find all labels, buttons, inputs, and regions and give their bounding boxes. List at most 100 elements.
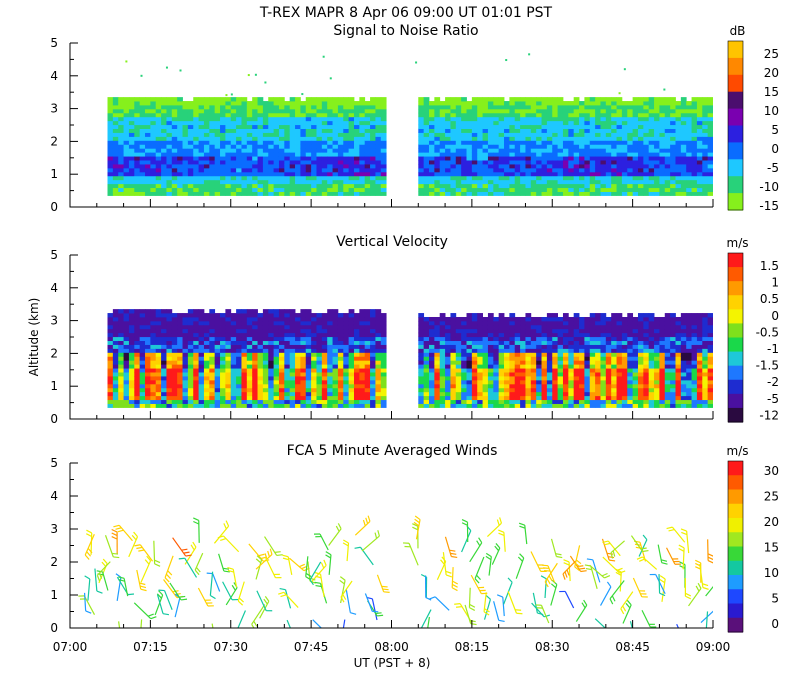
snr-cell (134, 179, 141, 185)
vv-cell (209, 383, 216, 389)
vv-cell (241, 364, 248, 369)
snr-cell (284, 120, 291, 126)
vv-cell (605, 387, 612, 393)
vv-cell (418, 387, 425, 393)
snr-cell (187, 191, 194, 196)
snr-cell (611, 116, 617, 122)
vv-cell (284, 395, 291, 401)
snr-cell (659, 183, 666, 189)
vv-cell (648, 379, 655, 385)
snr-cell (128, 97, 135, 102)
snr-cell (305, 140, 312, 145)
snr-cell (461, 175, 467, 181)
vv-cell (241, 399, 248, 404)
snr-cell (595, 191, 601, 196)
snr-cell (466, 156, 473, 161)
snr-cell (359, 152, 366, 157)
snr-cell (686, 183, 692, 189)
snr-cell (166, 183, 173, 189)
snr-cell (498, 136, 505, 141)
snr-cell (418, 187, 425, 192)
vv-cell (220, 395, 226, 401)
snr-cell (230, 101, 237, 106)
vv-cell (161, 324, 167, 330)
vv-cell (557, 320, 564, 326)
snr-cell (327, 136, 333, 141)
snr-cell (257, 136, 264, 141)
snr-cell (702, 187, 709, 192)
snr-cell (123, 171, 130, 177)
snr-cell (632, 97, 639, 102)
vv-cell (214, 383, 221, 389)
snr-cell (155, 104, 162, 110)
vv-cell (337, 344, 344, 349)
snr-cell (589, 152, 596, 157)
snr-cell (546, 108, 553, 114)
snr-cell (187, 167, 194, 173)
vv-cell (423, 320, 430, 326)
snr-cell (343, 148, 350, 153)
snr-cell (295, 183, 301, 189)
vv-cell (514, 316, 521, 322)
snr-cell (128, 128, 135, 133)
snr-cell (621, 128, 628, 133)
snr-cell (445, 191, 451, 196)
vv-cell (284, 348, 291, 353)
snr-cell (370, 191, 376, 196)
vv-cell (621, 372, 628, 377)
snr-speck (165, 66, 168, 69)
vv-cell (589, 320, 596, 326)
vv-cell (423, 328, 430, 334)
vv-cell (316, 364, 323, 369)
snr-cell (493, 183, 500, 189)
snr-cell (370, 136, 376, 141)
snr-cell (477, 144, 483, 149)
snr-cell (680, 136, 687, 141)
snr-cell (439, 140, 446, 145)
vv-cell (300, 379, 307, 385)
snr-cell (450, 171, 457, 177)
vv-cell (348, 313, 355, 318)
snr-cell (209, 148, 216, 153)
vv-cell (579, 364, 585, 369)
snr-cell (686, 144, 692, 149)
snr-cell (579, 156, 585, 161)
vv-cell (450, 360, 457, 365)
snr-cell (123, 128, 130, 133)
snr-cell (654, 136, 660, 141)
snr-cell (627, 108, 634, 114)
snr-cell (321, 132, 328, 137)
snr-cell (353, 112, 360, 118)
snr-cell (161, 120, 167, 126)
snr-cell (686, 160, 692, 165)
snr-speck (618, 92, 621, 95)
snr-cell (370, 128, 376, 133)
vv-cell (214, 399, 221, 404)
snr-cell (546, 120, 553, 126)
vv-cell (380, 352, 387, 357)
vv-cell (187, 387, 194, 393)
vv-cell (305, 395, 312, 401)
snr-cell (579, 179, 585, 185)
vv-cell (530, 356, 537, 361)
snr-cell (252, 120, 258, 126)
snr-cell (654, 108, 660, 114)
vv-cell (107, 356, 114, 361)
vv-cell (134, 372, 141, 377)
snr-cell (562, 124, 569, 130)
snr-cell (595, 136, 601, 141)
vv-cell (203, 403, 210, 408)
snr-cell (670, 120, 676, 126)
snr-cell (702, 112, 709, 118)
snr-cell (702, 140, 709, 145)
vv-cell (568, 348, 575, 353)
vv-cell (359, 309, 366, 314)
vv-cell (439, 332, 446, 338)
vv-cell (471, 348, 478, 353)
vv-cell (353, 313, 360, 318)
snr-cell (375, 175, 382, 181)
vv-cell (220, 336, 226, 342)
vv-cell (477, 372, 483, 377)
vv-cell (273, 383, 280, 389)
snr-cell (439, 120, 446, 126)
